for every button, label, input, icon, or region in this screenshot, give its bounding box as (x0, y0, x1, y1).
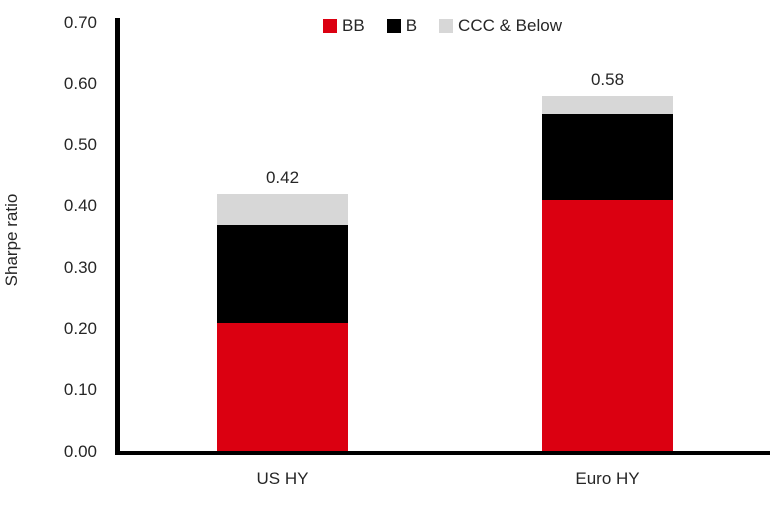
bar-total-label: 0.42 (265, 168, 300, 188)
y-tick-label: 0.70 (63, 12, 97, 32)
legend-swatch-icon (386, 19, 401, 33)
y-tick-label: 0.30 (63, 257, 97, 277)
bar-segment-bb (542, 200, 673, 452)
bar-segment-bb (217, 322, 348, 452)
y-tick-label: 0.20 (63, 318, 97, 338)
x-axis-line (115, 451, 770, 455)
y-tick-label: 0.10 (63, 380, 97, 400)
bar-segment-b (542, 114, 673, 201)
y-tick-label: 0.40 (63, 196, 97, 216)
bar-segment-ccc-below (542, 96, 673, 115)
category-label-us-hy: US HY (256, 469, 309, 488)
bar-segment-b (217, 224, 348, 323)
legend-swatch-icon (323, 19, 338, 33)
legend-swatch-icon (439, 19, 454, 33)
y-axis-line (115, 18, 120, 455)
legend-item-ccc-below: CCC & Below (439, 16, 562, 36)
legend-label: CCC & Below (458, 16, 562, 35)
y-tick-label: 0.00 (63, 441, 97, 461)
y-tick-label: 0.60 (63, 73, 97, 93)
bar-total-label: 0.58 (590, 70, 625, 90)
legend-label: BB (342, 16, 365, 35)
y-tick-label: 0.50 (63, 135, 97, 155)
legend-label: B (405, 16, 418, 35)
bar-segment-ccc-below (217, 194, 348, 225)
legend-item-b: B (386, 16, 418, 36)
category-label-euro-hy: Euro HY (575, 469, 640, 488)
legend-item-bb: BB (323, 16, 365, 36)
y-axis-title: Sharpe ratio (2, 193, 21, 287)
chart-legend: BB B CCC & Below (115, 15, 770, 37)
